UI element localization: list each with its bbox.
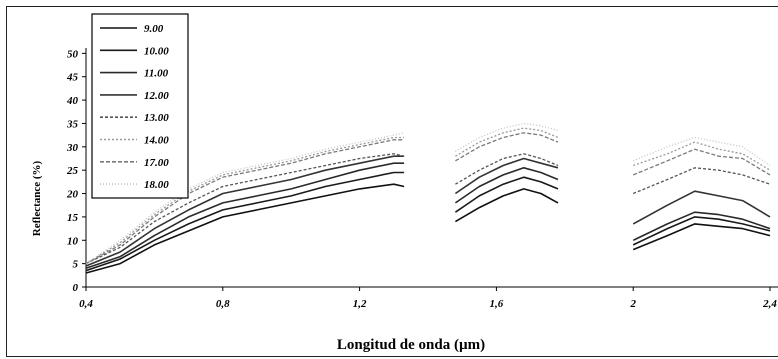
legend-label: 14.00 <box>144 135 169 147</box>
series-line-10-00 <box>85 171 405 272</box>
plot-layer: 0 5 10 15 20 25 30 35 40 45 50 0,4 0,8 1,2 1,6 2 2,4 Long… <box>31 48 778 353</box>
series-line-12-00 <box>85 155 405 267</box>
series-line-18-00 <box>455 122 559 153</box>
y-tick-label: 40 <box>66 95 79 107</box>
y-tick-label: 35 <box>66 118 79 130</box>
series-line-11-00 <box>454 167 559 204</box>
series-line-18-00 <box>632 136 771 167</box>
x-tick-label: 1,6 <box>490 298 504 310</box>
series-line-9-00 <box>632 223 771 251</box>
y-tick-label: 15 <box>67 212 79 224</box>
series-line-12-00 <box>632 190 771 225</box>
x-axis-title: Longitud de onda (µm) <box>337 337 485 353</box>
legend-label: 18.00 <box>144 179 169 191</box>
series-line-17-00 <box>455 132 559 162</box>
y-tick-label: 10 <box>67 235 79 247</box>
y-axis-title: Reflectance (%) <box>31 160 43 236</box>
series-line-13-00 <box>85 153 405 265</box>
legend: 9.00 10.00 11.00 12.00 13.00 14.00 17.00 18.00 <box>91 13 189 199</box>
series-line-13-00 <box>632 167 771 195</box>
x-tick-label: 0,4 <box>79 298 93 310</box>
y-tick-label: 5 <box>73 259 79 271</box>
legend-label: 11.00 <box>144 68 169 80</box>
y-tick-label: 45 <box>66 72 79 84</box>
x-tick-label: 2,4 <box>762 298 777 310</box>
x-tick-label: 2 <box>629 298 636 310</box>
series-line-12-00 <box>454 157 559 195</box>
series-line-9-00 <box>454 188 559 223</box>
series-line-11-00 <box>85 162 405 270</box>
series-line-10-00 <box>454 176 559 213</box>
series-line-17-00 <box>85 139 405 265</box>
x-tick-label: 1,2 <box>353 298 367 310</box>
legend-box <box>91 13 189 199</box>
series-line-13-00 <box>455 153 559 185</box>
y-tick-label: 25 <box>66 165 79 177</box>
legend-label: 12.00 <box>144 90 169 102</box>
series-line-11-00 <box>632 211 771 242</box>
series-line-9-00 <box>85 183 405 274</box>
legend-label: 13.00 <box>144 112 169 124</box>
series-line-17-00 <box>632 148 771 176</box>
y-tick-label: 0 <box>73 282 79 294</box>
y-tick-label: 30 <box>66 142 79 154</box>
series-line-10-00 <box>632 216 771 246</box>
legend-label: 9.00 <box>144 23 164 35</box>
legend-label: 17.00 <box>144 157 169 169</box>
y-tick-label: 50 <box>67 48 79 60</box>
series-line-14-00 <box>85 136 405 265</box>
legend-label: 10.00 <box>144 45 169 57</box>
x-tick-label: 0,8 <box>216 298 230 310</box>
y-tick-label: 20 <box>66 189 79 201</box>
series-line-14-00 <box>632 141 771 171</box>
